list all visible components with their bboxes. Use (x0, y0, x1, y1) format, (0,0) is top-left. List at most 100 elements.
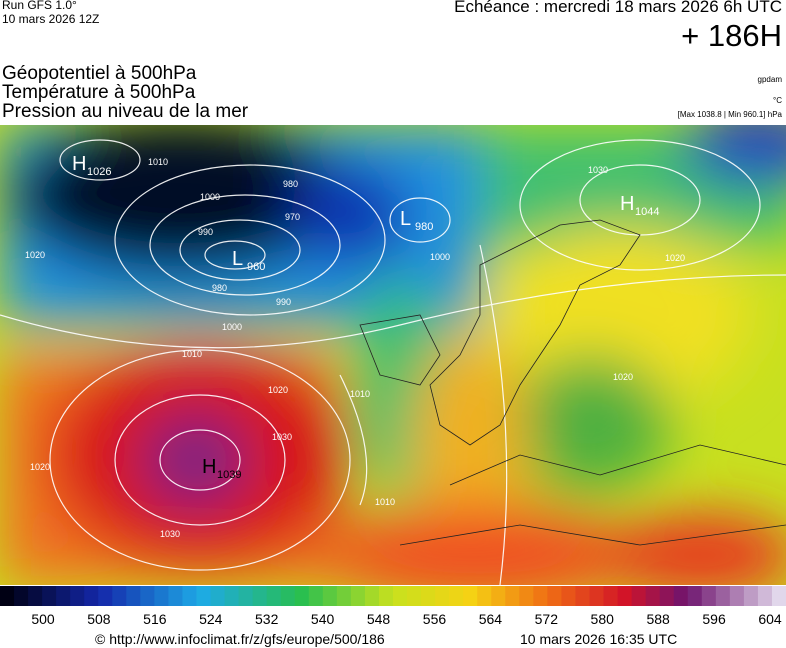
colorbar-cell (477, 586, 492, 606)
title-geopotential: Géopotentiel à 500hPa (2, 63, 197, 84)
colorbar-label: 548 (367, 611, 391, 627)
colorbar-label: 532 (255, 611, 279, 627)
colorbar-cell (519, 586, 534, 606)
pressure-center-type: H (202, 456, 216, 478)
isobar-label: 1020 (665, 253, 685, 263)
colorbar-cell (294, 586, 310, 606)
colorbar-label: 524 (199, 611, 223, 627)
colorbar-cell (140, 586, 155, 606)
colorbar-cell (210, 586, 226, 606)
colorbar-label: 516 (143, 611, 167, 627)
colorbar-label: 596 (702, 611, 726, 627)
colorbar-cell (224, 586, 240, 606)
colorbar-cell (673, 586, 689, 606)
colorbar-cell (252, 586, 268, 606)
pressure-center-type: H (72, 153, 86, 175)
colorbar-cell (322, 586, 338, 606)
colorbar-cell (98, 586, 113, 606)
pressure-center-value: 980 (415, 221, 433, 233)
title-pressure: Pression au niveau de la mer (2, 101, 249, 122)
isobar-label: 1030 (588, 165, 608, 175)
colorbar-cell (154, 586, 169, 606)
lead-time: + 186H (681, 18, 782, 53)
colorbar-label: 556 (423, 611, 447, 627)
isobar-label: 980 (283, 179, 298, 189)
colorbar-cell (196, 586, 212, 606)
colorbar-cell (238, 586, 254, 606)
colorbar-cell (393, 586, 408, 606)
colorbar-cell (533, 586, 548, 606)
colorbar: 500 508 516 524 532 540 548 556 564 572 580 588 596 6… (0, 586, 786, 627)
colorbar-cell (617, 586, 633, 606)
colorbar-cell (28, 586, 43, 606)
isobar-label: 1020 (268, 385, 288, 395)
colorbar-label: 604 (758, 611, 782, 627)
colorbar-cell (505, 586, 520, 606)
footer-url: © http://www.infoclimat.fr/z/gfs/europe/… (95, 631, 385, 647)
isobar-label: 1010 (350, 389, 370, 399)
colorbar-cell (70, 586, 85, 606)
colorbar-cell (743, 586, 759, 606)
colorbar-cell (112, 586, 127, 606)
colorbar-cell (603, 586, 619, 606)
colorbar-label: 500 (31, 611, 55, 627)
unit-pressure: [Max 1038.8 | Min 960.1] hPa (677, 110, 782, 119)
pressure-center-value: 1039 (217, 469, 241, 481)
colorbar-cell (378, 586, 394, 606)
colorbar-cell (168, 586, 183, 606)
colorbar-label: 572 (535, 611, 559, 627)
colorbar-cell (182, 586, 197, 606)
isobar-label: 980 (212, 283, 227, 293)
pressure-center-type: L (232, 248, 243, 270)
colorbar-cell (421, 586, 436, 606)
colorbar-label: 580 (591, 611, 615, 627)
isobar-label: 1010 (148, 157, 168, 167)
colorbar-cell (350, 586, 366, 606)
colorbar-cell (336, 586, 352, 606)
unit-celsius: °C (773, 96, 782, 105)
colorbar-cell (771, 586, 786, 606)
colorbar-cell (364, 586, 380, 606)
isobar-label: 1030 (160, 529, 180, 539)
unit-gpdam: gpdam (757, 75, 782, 84)
colorbar-cell (463, 586, 478, 606)
colorbar-cell (280, 586, 296, 606)
forecast-time: Echéance : mercredi 18 mars 2026 6h UTC (454, 0, 782, 16)
colorbar-cell (308, 586, 324, 606)
colorbar-cell (266, 586, 282, 606)
colorbar-cell (435, 586, 450, 606)
colorbar-cell (14, 586, 29, 606)
pressure-center-type: H (620, 193, 634, 215)
colorbar-cell (561, 586, 576, 606)
colorbar-label: 508 (87, 611, 111, 627)
colorbar-cell (491, 586, 506, 606)
temperature-field (0, 125, 786, 585)
colorbar-label: 540 (311, 611, 335, 627)
colorbar-cell (687, 586, 703, 606)
colorbar-cell (757, 586, 773, 606)
isobar-label: 1020 (30, 462, 50, 472)
isobar-label: 1020 (25, 250, 45, 260)
colorbar-cell (701, 586, 717, 606)
colorbar-cell (631, 586, 647, 606)
colorbar-cell (645, 586, 661, 606)
isobar-label: 1030 (272, 432, 292, 442)
pressure-center-value: 1044 (635, 206, 659, 218)
colorbar-cell (547, 586, 562, 606)
colorbar-cell (0, 586, 15, 606)
isobar-label: 1000 (222, 322, 242, 332)
colorbar-cell (575, 586, 590, 606)
colorbar-cell (407, 586, 422, 606)
colorbar-cell (56, 586, 71, 606)
pressure-center-type: L (400, 208, 411, 230)
colorbar-label: 564 (479, 611, 503, 627)
colorbar-label: 588 (646, 611, 670, 627)
pressure-center-value: 960 (247, 261, 265, 273)
isobar-label: 990 (276, 297, 291, 307)
isobar-label: 990 (198, 227, 213, 237)
footer-timestamp: 10 mars 2026 16:35 UTC (520, 631, 678, 647)
colorbar-cell (729, 586, 745, 606)
run-date: 10 mars 2026 12Z (2, 12, 100, 26)
colorbar-cell (42, 586, 57, 606)
